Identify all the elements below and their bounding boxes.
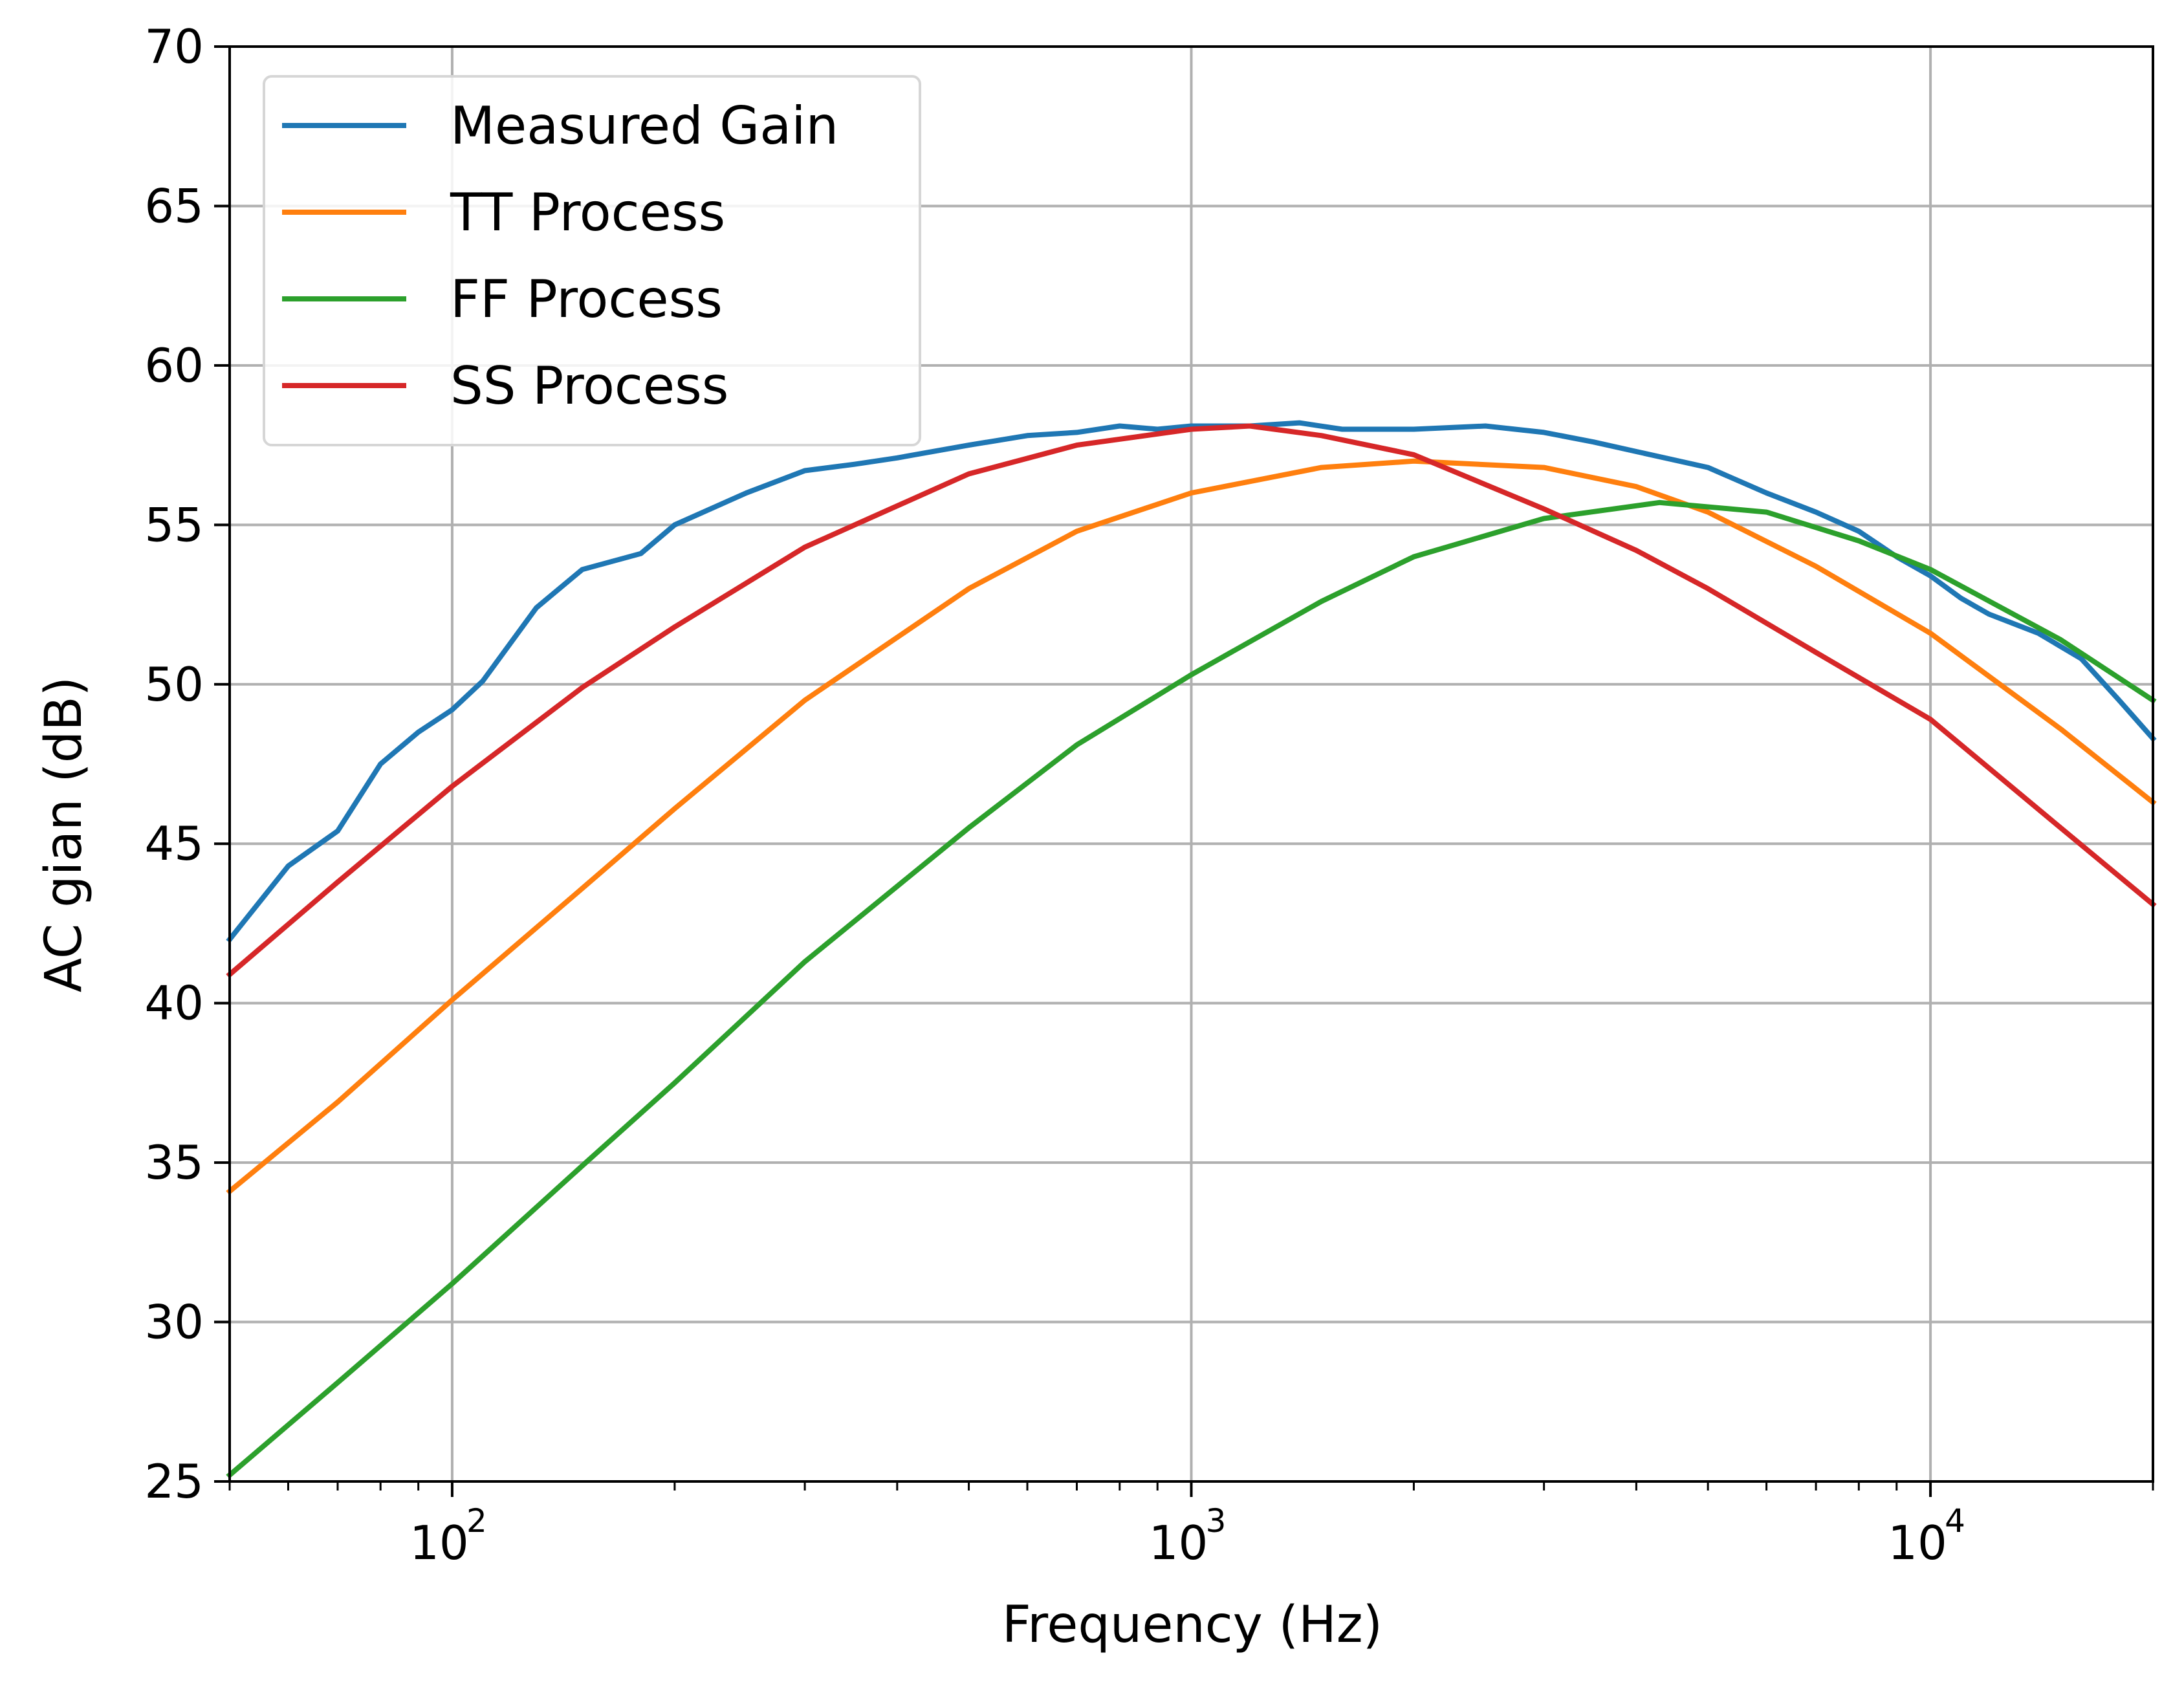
x-tick-label: 10 [1888, 1516, 1947, 1570]
y-tick-label: 45 [144, 816, 204, 871]
series-layer [226, 420, 2157, 1479]
y-tick-label: 40 [144, 976, 204, 1031]
labels-layer: Frequency (Hz) AC gian (dB) [35, 677, 1382, 1654]
legend-label: FF Process [450, 269, 723, 329]
y-tick-label: 65 [144, 179, 204, 233]
y-tick-label: 55 [144, 497, 204, 552]
x-tick-label-exponent: 2 [466, 1502, 487, 1540]
y-axis-title: AC gian (dB) [35, 677, 93, 992]
x-axis-title: Frequency (Hz) [1002, 1596, 1382, 1654]
legend-label: SS Process [450, 356, 728, 416]
x-tick-label-exponent: 3 [1206, 1502, 1227, 1540]
y-tick-label: 30 [144, 1295, 204, 1349]
y-tick-label: 50 [144, 657, 204, 712]
series-line-ss-process [226, 423, 2157, 978]
legend: Measured Gain TT Process FF Process SS Proc… [263, 75, 921, 446]
y-tick-label: 25 [144, 1454, 204, 1509]
x-tick-label: 10 [1149, 1516, 1208, 1570]
y-tick-label: 70 [144, 19, 204, 74]
legend-label: Measured Gain [450, 96, 838, 156]
y-tick-label: 35 [144, 1135, 204, 1190]
legend-label: TT Process [450, 182, 725, 243]
series-line-ff-process [226, 499, 2157, 1479]
legend-box [263, 75, 921, 446]
y-tick-label: 60 [144, 338, 204, 393]
x-tick-label-exponent: 4 [1945, 1502, 1965, 1540]
series-line-tt-process [226, 458, 2157, 1196]
x-tick-label: 10 [410, 1516, 469, 1570]
